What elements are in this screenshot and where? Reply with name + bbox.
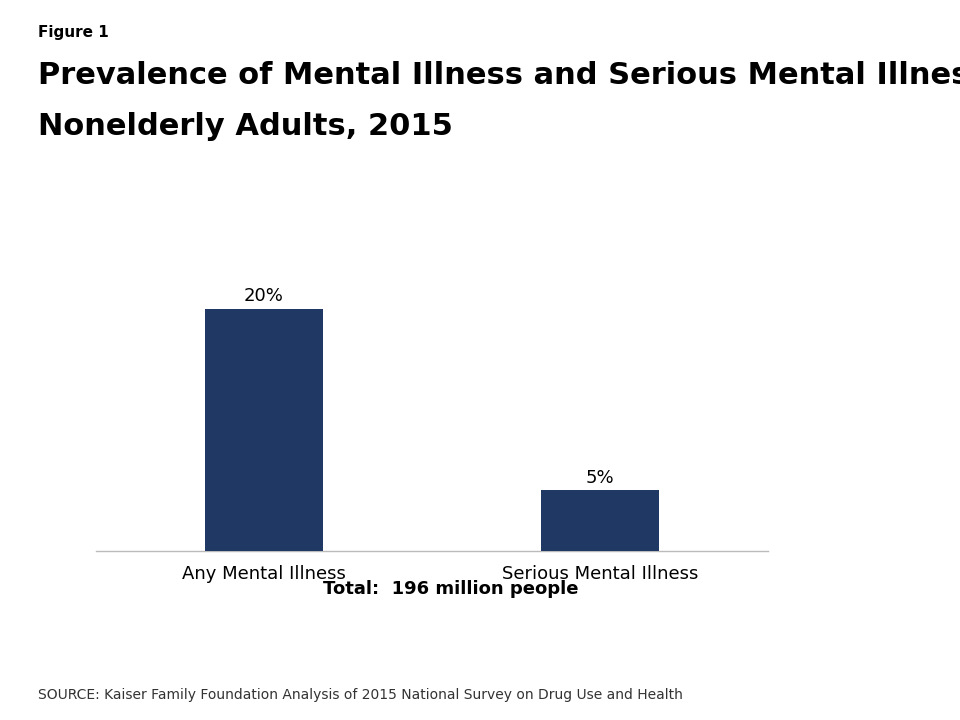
Text: SOURCE: Kaiser Family Foundation Analysis of 2015 National Survey on Drug Use an: SOURCE: Kaiser Family Foundation Analysi… xyxy=(38,688,684,702)
Bar xyxy=(205,309,323,551)
Text: FOUNDATION: FOUNDATION xyxy=(842,675,900,684)
Text: 20%: 20% xyxy=(244,287,284,305)
Text: FAMILY: FAMILY xyxy=(833,653,909,672)
Bar xyxy=(541,490,659,551)
Text: 5%: 5% xyxy=(586,469,614,487)
Text: THE HENRY J.: THE HENRY J. xyxy=(844,614,899,624)
Text: Figure 1: Figure 1 xyxy=(38,25,109,40)
Text: Nonelderly Adults, 2015: Nonelderly Adults, 2015 xyxy=(38,112,453,140)
Text: Prevalence of Mental Illness and Serious Mental Illness Among: Prevalence of Mental Illness and Serious… xyxy=(38,61,960,90)
Text: Total:  196 million people: Total: 196 million people xyxy=(324,580,579,598)
Text: KAISER: KAISER xyxy=(831,631,911,651)
